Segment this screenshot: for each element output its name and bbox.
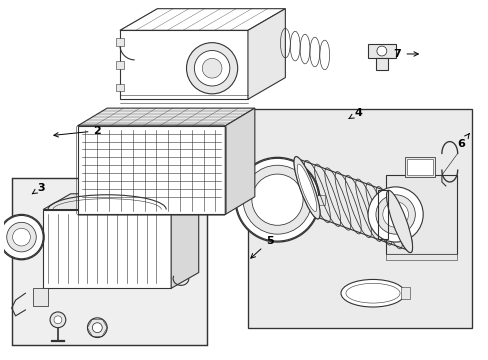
- Circle shape: [54, 316, 62, 324]
- Circle shape: [7, 222, 36, 252]
- Ellipse shape: [293, 157, 320, 219]
- Circle shape: [376, 46, 386, 56]
- Circle shape: [202, 58, 222, 78]
- Bar: [385, 175, 456, 254]
- Bar: [405, 157, 434, 177]
- Circle shape: [236, 158, 318, 241]
- Circle shape: [382, 202, 407, 227]
- Polygon shape: [120, 9, 285, 30]
- Bar: [116, 38, 123, 46]
- Bar: [314, 195, 324, 204]
- Circle shape: [367, 187, 422, 242]
- Bar: [12, 178, 206, 345]
- Text: 3: 3: [32, 183, 45, 194]
- Polygon shape: [247, 9, 285, 99]
- Text: 1: 1: [121, 35, 145, 49]
- Circle shape: [13, 228, 30, 246]
- Bar: [116, 84, 123, 91]
- Text: 5: 5: [250, 236, 273, 258]
- Circle shape: [375, 195, 414, 234]
- Circle shape: [92, 323, 102, 333]
- Polygon shape: [78, 108, 254, 126]
- Circle shape: [87, 318, 107, 338]
- Bar: [116, 61, 123, 69]
- Text: 6: 6: [457, 134, 468, 149]
- Bar: [377, 190, 387, 239]
- Bar: [375, 58, 387, 70]
- Bar: [400, 287, 409, 299]
- Bar: [407, 159, 432, 175]
- Polygon shape: [43, 194, 198, 210]
- Circle shape: [186, 42, 237, 94]
- Bar: [385, 254, 456, 260]
- Circle shape: [0, 215, 43, 259]
- Bar: [367, 44, 395, 58]
- Bar: [120, 30, 247, 99]
- Circle shape: [50, 312, 66, 328]
- Text: 2: 2: [54, 126, 101, 137]
- Circle shape: [251, 174, 303, 225]
- Ellipse shape: [340, 279, 404, 307]
- Text: 7: 7: [393, 49, 418, 59]
- Polygon shape: [171, 194, 198, 288]
- Ellipse shape: [386, 190, 412, 253]
- Circle shape: [243, 165, 311, 234]
- Bar: [43, 210, 171, 288]
- Polygon shape: [33, 288, 48, 306]
- Text: 4: 4: [348, 108, 362, 118]
- Polygon shape: [225, 108, 254, 215]
- Circle shape: [194, 50, 229, 86]
- Ellipse shape: [297, 164, 316, 212]
- Polygon shape: [247, 109, 471, 328]
- Bar: [78, 126, 225, 215]
